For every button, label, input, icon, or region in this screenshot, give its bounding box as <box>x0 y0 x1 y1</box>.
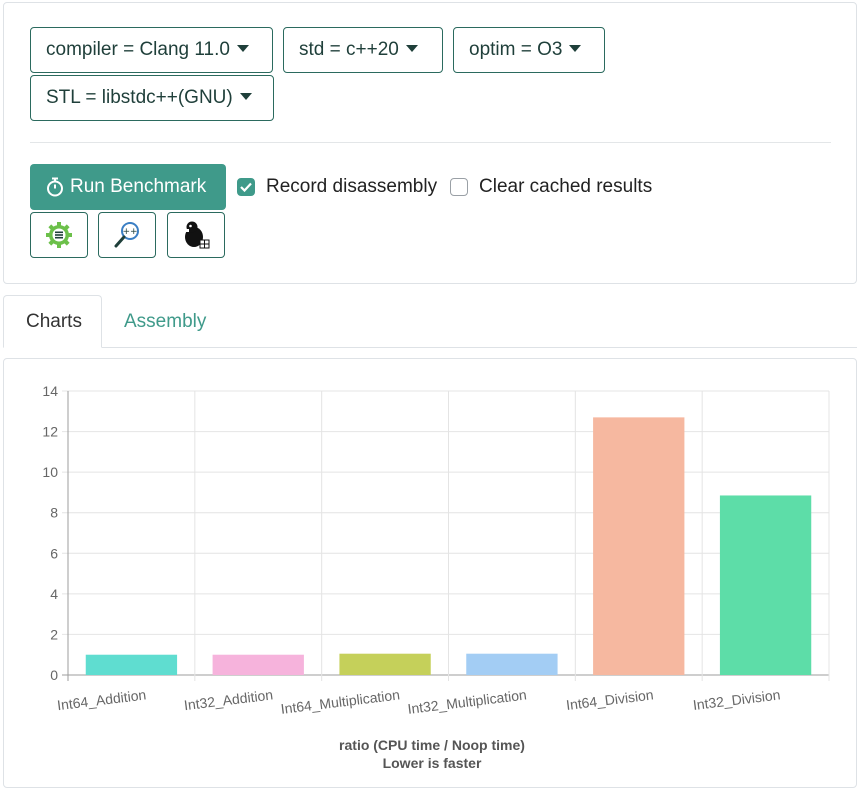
chart-panel: 0 2 4 6 8 10 12 14 Int64_Addition Int32_Addition I… <box>3 358 857 788</box>
beaver-icon <box>185 221 210 249</box>
y-tick-label: 6 <box>50 545 58 561</box>
y-tick-label: 4 <box>50 586 58 602</box>
x-tick-label: Int32_Multiplication <box>407 686 528 716</box>
x-tick-label: Int32_Addition <box>183 686 274 713</box>
x-axis-subtitle: Lower is faster <box>383 755 482 771</box>
svg-text:++: ++ <box>122 227 137 237</box>
chevron-down-icon <box>405 45 418 52</box>
record-disassembly-checkbox[interactable]: Record disassembly <box>237 176 437 198</box>
x-tick-label: Int64_Division <box>565 686 654 713</box>
stl-dropdown[interactable]: STL = libstdc++(GNU) <box>30 75 274 121</box>
stopwatch-icon <box>47 177 63 197</box>
run-benchmark-label: Run Benchmark <box>70 176 207 197</box>
std-dropdown-label: std = c++20 <box>299 39 399 60</box>
compiler-dropdown-label: compiler = Clang 11.0 <box>46 39 230 60</box>
bar <box>339 653 431 675</box>
optim-dropdown[interactable]: optim = O3 <box>453 27 605 73</box>
x-axis-title: ratio (CPU time / Noop time) <box>339 737 525 753</box>
chevron-down-icon <box>569 45 582 52</box>
bar <box>593 417 685 675</box>
y-tick-label: 12 <box>42 424 58 440</box>
clear-cached-results-label: Clear cached results <box>479 176 653 197</box>
build-bench-button[interactable] <box>167 212 225 258</box>
magnifier-cpp-icon: ++ <box>114 222 139 248</box>
result-tabs: Charts Assembly <box>3 295 857 348</box>
bar <box>212 654 304 675</box>
optim-dropdown-label: optim = O3 <box>469 39 563 60</box>
run-benchmark-button[interactable]: Run Benchmark <box>30 164 226 210</box>
tab-charts-label: Charts <box>26 310 82 332</box>
y-tick-label: 2 <box>50 626 58 642</box>
x-tick-label: Int64_Addition <box>56 686 147 713</box>
checkbox-unchecked-icon[interactable] <box>450 178 468 196</box>
chevron-down-icon <box>239 93 252 100</box>
cpp-insights-button[interactable]: ++ <box>98 212 156 258</box>
std-dropdown[interactable]: std = c++20 <box>283 27 443 73</box>
bar <box>466 653 558 675</box>
tab-assembly[interactable]: Assembly <box>102 295 228 348</box>
clear-cached-results-checkbox[interactable]: Clear cached results <box>450 176 652 198</box>
quick-bench-settings-button[interactable] <box>30 212 88 258</box>
tab-assembly-label: Assembly <box>124 310 207 332</box>
bar <box>85 654 178 675</box>
tab-charts[interactable]: Charts <box>3 295 102 348</box>
gear-list-icon <box>46 222 72 248</box>
bar <box>719 495 812 675</box>
chevron-down-icon <box>236 45 249 52</box>
stl-dropdown-label: STL = libstdc++(GNU) <box>46 87 233 108</box>
y-tick-label: 14 <box>42 383 58 399</box>
x-tick-label: Int64_Multiplication <box>280 686 401 716</box>
compiler-dropdown[interactable]: compiler = Clang 11.0 <box>30 27 273 73</box>
y-tick-label: 0 <box>50 667 58 683</box>
checkbox-checked-icon[interactable] <box>237 178 255 196</box>
y-tick-label: 10 <box>42 464 58 480</box>
y-tick-label: 8 <box>50 505 58 521</box>
record-disassembly-label: Record disassembly <box>266 176 438 197</box>
x-tick-label: Int32_Division <box>692 686 781 713</box>
divider <box>30 142 831 143</box>
